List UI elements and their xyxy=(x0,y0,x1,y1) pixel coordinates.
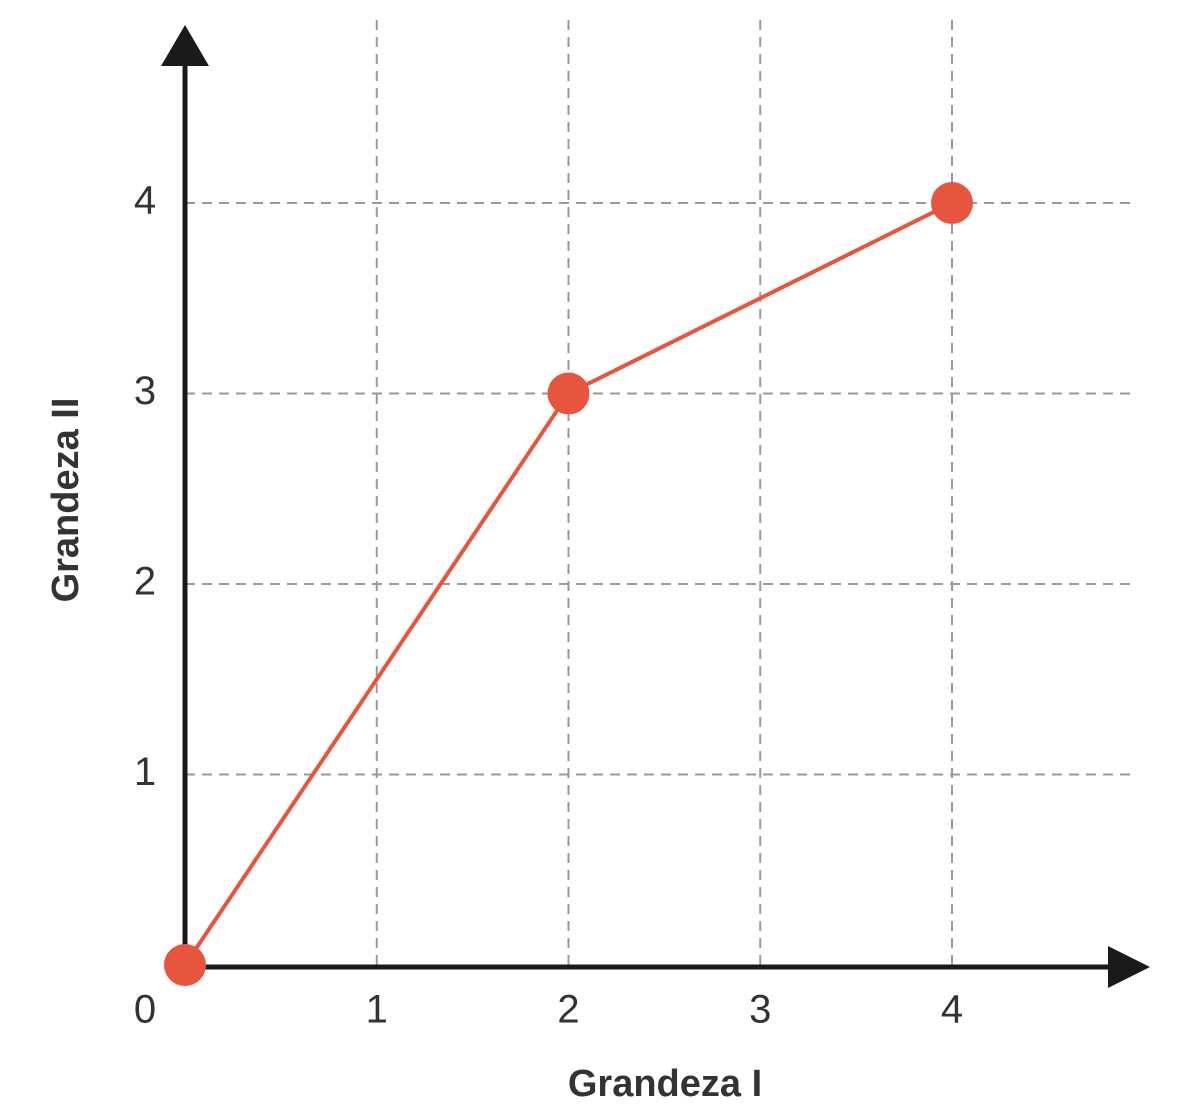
data-point xyxy=(164,944,206,986)
x-tick-label: 0 xyxy=(134,988,156,1032)
x-axis-title: Grandeza I xyxy=(568,1063,762,1105)
y-axis-arrow xyxy=(161,25,209,66)
x-axis-arrow xyxy=(1108,946,1150,988)
y-tick-label: 4 xyxy=(134,179,156,223)
y-tick-label: 3 xyxy=(134,369,156,413)
x-tick-label: 4 xyxy=(941,988,963,1032)
data-point xyxy=(931,182,973,224)
y-axis-title: Grandeza II xyxy=(45,398,87,603)
x-tick-label: 2 xyxy=(557,988,579,1032)
x-tick-label: 3 xyxy=(749,988,771,1032)
data-point xyxy=(547,372,590,415)
y-tick-label: 1 xyxy=(134,750,156,794)
y-tick-label: 2 xyxy=(134,560,156,604)
x-tick-label: 1 xyxy=(366,988,388,1032)
